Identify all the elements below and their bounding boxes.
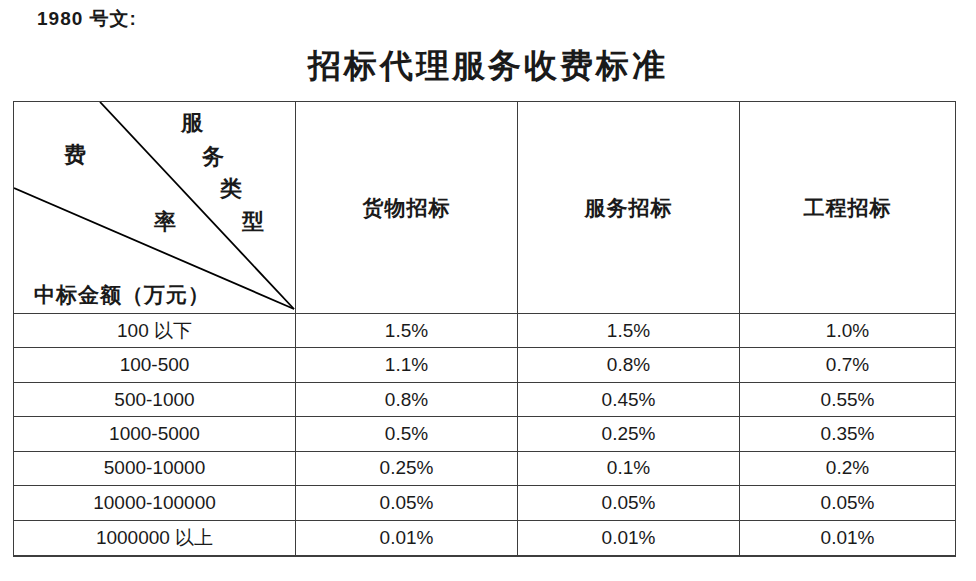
row-range-cell: 1000000 以上 (14, 521, 296, 555)
row-range-cell: 500-1000 (14, 383, 296, 417)
rate-cell: 0.05% (296, 486, 518, 520)
row-range-cell: 1000-5000 (14, 417, 296, 451)
rate-cell: 1.1% (296, 348, 518, 382)
rate-cell: 0.05% (518, 486, 740, 520)
rate-cell: 0.8% (296, 383, 518, 417)
corner-type-char: 类 (220, 177, 242, 201)
rate-cell: 0.05% (740, 486, 955, 520)
column-header-goods: 货物招标 (296, 102, 518, 314)
rate-cell: 0.25% (518, 417, 740, 451)
rate-cell: 0.25% (296, 452, 518, 486)
rate-cell: 0.1% (518, 452, 740, 486)
rate-cell: 0.01% (518, 521, 740, 555)
rate-cell: 1.5% (296, 314, 518, 348)
rate-cell: 0.01% (296, 521, 518, 555)
corner-amount-label: 中标金额（万元） (34, 281, 210, 309)
rate-cell: 0.55% (740, 383, 955, 417)
rate-cell: 0.35% (740, 417, 955, 451)
rate-cell: 0.45% (518, 383, 740, 417)
row-range-cell: 100-500 (14, 348, 296, 382)
rate-cell: 0.5% (296, 417, 518, 451)
column-header-services: 服务招标 (518, 102, 740, 314)
rate-cell: 1.5% (518, 314, 740, 348)
rate-cell: 1.0% (740, 314, 955, 348)
page-title: 招标代理服务收费标准 (0, 44, 976, 89)
document-page: 1980 号文: 招标代理服务收费标准 服 费 务 类 率 型 中标金额（万元）… (0, 0, 976, 581)
corner-header-cell: 服 费 务 类 率 型 中标金额（万元） (14, 102, 296, 314)
corner-type-char: 务 (202, 145, 224, 169)
rate-cell: 0.2% (740, 452, 955, 486)
row-range-cell: 10000-100000 (14, 486, 296, 520)
corner-type-char: 服 (181, 111, 203, 135)
doc-reference-number: 1980 号文: (37, 6, 137, 32)
rate-cell: 0.01% (740, 521, 955, 555)
row-range-cell: 100 以下 (14, 314, 296, 348)
fee-standard-table: 服 费 务 类 率 型 中标金额（万元） 货物招标 服务招标 工程招标 100 … (13, 101, 956, 557)
corner-fee-char: 率 (154, 210, 176, 234)
rate-cell: 0.8% (518, 348, 740, 382)
column-header-works: 工程招标 (740, 102, 955, 314)
rate-cell: 0.7% (740, 348, 955, 382)
corner-fee-char: 费 (64, 143, 86, 167)
row-range-cell: 5000-10000 (14, 452, 296, 486)
corner-type-char: 型 (242, 210, 264, 234)
